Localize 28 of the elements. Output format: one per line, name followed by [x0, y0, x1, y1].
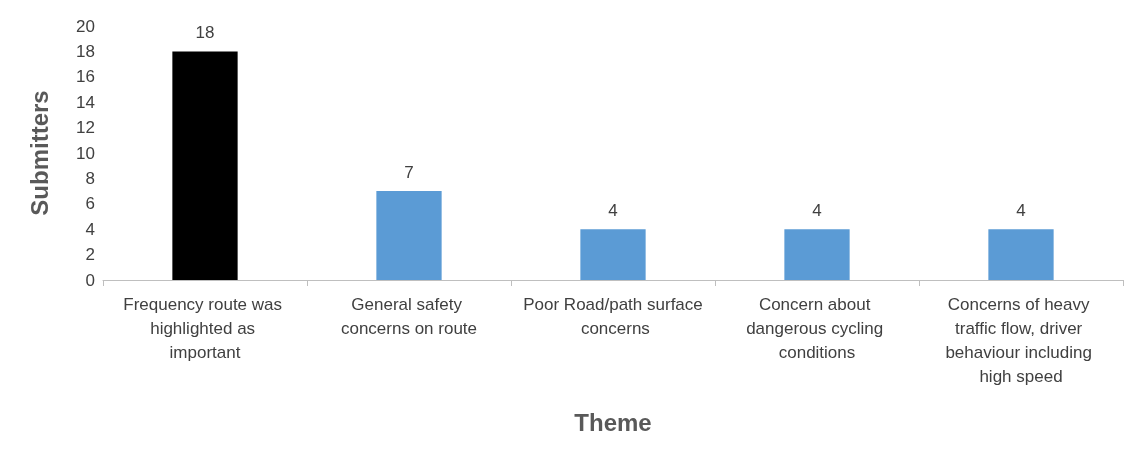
y-tick-label: 20 — [76, 16, 95, 36]
y-tick-label: 12 — [76, 118, 95, 138]
y-tick-label: 18 — [76, 41, 95, 61]
x-tick-label: General safety concerns on route — [340, 294, 478, 338]
data-label: 18 — [195, 23, 215, 43]
y-tick-label: 8 — [85, 168, 95, 188]
y-tick-label: 4 — [85, 219, 95, 239]
y-tick-label: 10 — [76, 143, 95, 163]
x-tick-label: Concerns of heavy traffic flow, driver behaviour including high speed — [945, 294, 1097, 386]
bar — [988, 229, 1054, 280]
x-tick-label: Frequency route was highlighted as important — [123, 294, 287, 362]
bar — [376, 191, 442, 280]
y-tick-label: 16 — [76, 67, 95, 87]
y-tick-label: 0 — [85, 270, 95, 290]
y-tick-label: 14 — [76, 92, 95, 112]
bar — [172, 51, 238, 280]
bar — [580, 229, 646, 280]
bar — [784, 229, 850, 280]
data-label: 7 — [404, 163, 414, 183]
y-tick-label: 2 — [85, 245, 95, 265]
x-axis-title: Theme — [574, 408, 652, 436]
data-label: 4 — [608, 201, 618, 221]
y-tick-label: 6 — [85, 194, 95, 214]
data-label: 4 — [812, 201, 822, 221]
y-axis-title: Submitters — [25, 90, 53, 216]
x-tick-label: Concern about dangerous cycling conditions — [746, 294, 888, 362]
data-label: 4 — [1016, 201, 1026, 221]
x-tick-label: Poor Road/path surface concerns — [523, 294, 703, 338]
